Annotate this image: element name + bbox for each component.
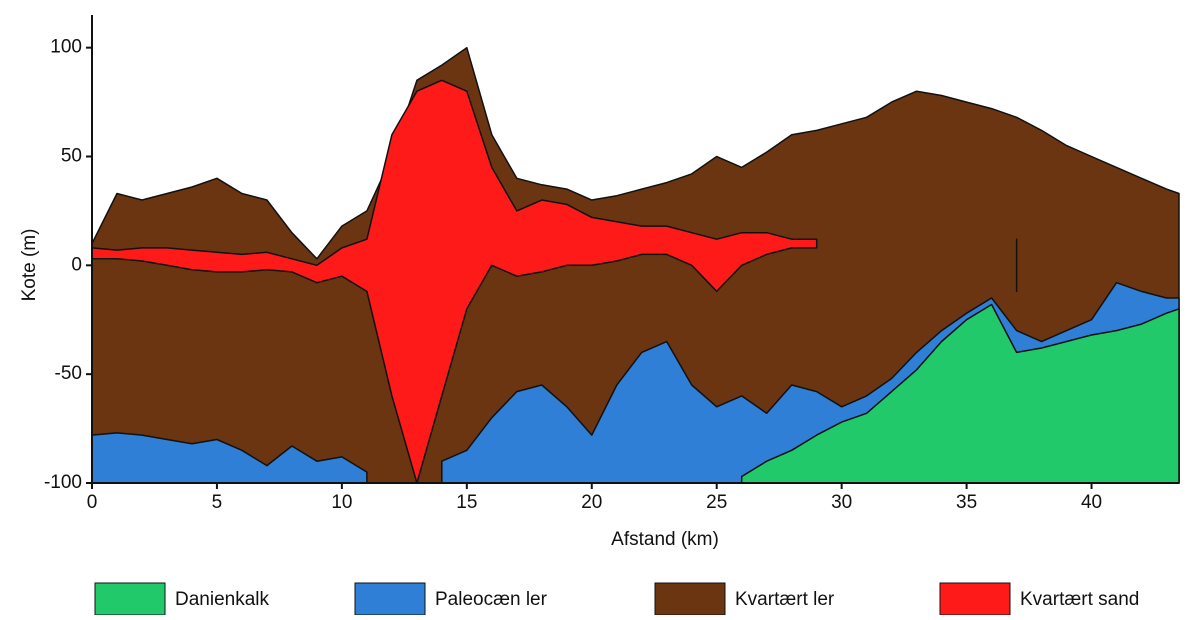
chart: Afstand (km) Kote (m) -100 -50 0 50 100 0 5 10 1… bbox=[0, 0, 1191, 615]
legend-label: Danienkalk bbox=[175, 589, 269, 610]
x-tick-label: 40 bbox=[1081, 492, 1102, 513]
legend-swatch bbox=[940, 583, 1010, 615]
x-tick-label: 10 bbox=[331, 492, 352, 513]
legend-swatch bbox=[655, 583, 725, 615]
y-tick-label: 0 bbox=[71, 254, 82, 275]
x-tick-label: 5 bbox=[212, 492, 223, 513]
legend-label: Kvartært sand bbox=[1020, 589, 1139, 610]
y-tick-label: 100 bbox=[50, 37, 82, 58]
y-tick-label: -50 bbox=[55, 363, 82, 384]
x-tick-label: 30 bbox=[831, 492, 852, 513]
y-axis-label: Kote (m) bbox=[19, 229, 40, 302]
y-tick-label: 50 bbox=[61, 146, 82, 167]
x-tick-label: 35 bbox=[956, 492, 977, 513]
x-tick-label: 20 bbox=[581, 492, 602, 513]
x-tick-label: 15 bbox=[456, 492, 477, 513]
y-tick-label: -100 bbox=[44, 472, 82, 493]
x-axis-label: Afstand (km) bbox=[611, 529, 719, 550]
legend-label: Paleocæn ler bbox=[435, 589, 548, 610]
x-tick-label: 25 bbox=[706, 492, 727, 513]
x-tick-label: 0 bbox=[87, 492, 98, 513]
legend-label: Kvartært ler bbox=[735, 589, 835, 610]
legend-swatch bbox=[95, 583, 165, 615]
legend-swatch bbox=[355, 583, 425, 615]
